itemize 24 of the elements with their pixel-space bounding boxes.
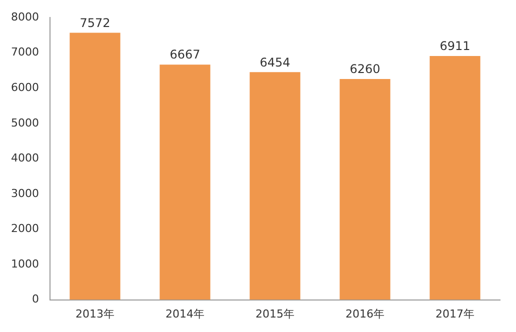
bar [430,56,480,300]
bar [340,78,390,300]
data-label: 6911 [440,39,470,54]
x-tick-label: 2014年 [165,307,204,320]
y-tick-label: 3000 [10,186,39,200]
y-tick-label: 4000 [10,152,39,165]
data-label: 6667 [170,48,200,62]
bar [250,72,300,300]
x-tick-label: 2017年 [436,307,474,320]
x-tick-label: 2016年 [346,307,384,320]
y-tick-label: 1000 [10,257,39,270]
bar [160,64,210,300]
x-tick-label: 2015年 [255,307,294,320]
y-tick-label: 0 [32,292,39,306]
bar [70,32,120,300]
y-tick-label: 7000 [10,46,39,59]
data-label: 7572 [80,16,110,30]
y-tick-label: 5000 [10,116,39,130]
data-label: 6260 [350,62,380,76]
x-tick-label: 2013年 [75,307,114,320]
y-tick-label: 8000 [10,10,39,24]
data-label: 6454 [260,55,290,70]
y-tick-label: 6000 [10,81,39,94]
y-tick-label: 2000 [10,222,39,236]
